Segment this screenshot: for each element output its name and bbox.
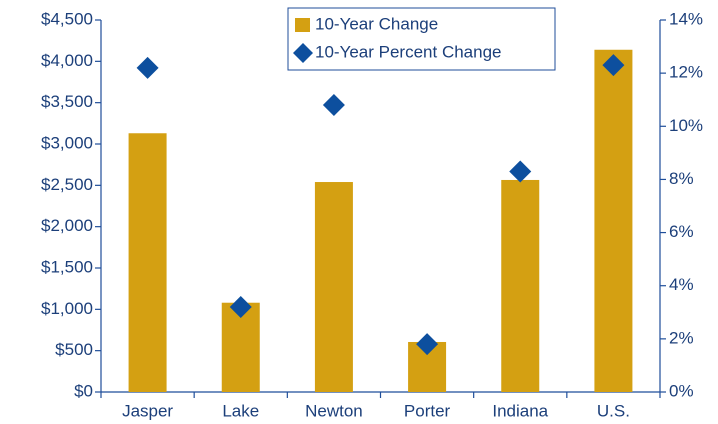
legend-label: 10-Year Change bbox=[315, 14, 438, 33]
y2-tick-label: 6% bbox=[669, 222, 694, 241]
x-tick-label: U.S. bbox=[597, 401, 630, 420]
y2-tick-label: 10% bbox=[669, 116, 703, 135]
y-tick-label: $2,000 bbox=[41, 216, 93, 235]
x-tick-label: Jasper bbox=[122, 401, 173, 420]
x-tick-label: Newton bbox=[305, 401, 363, 420]
y-tick-label: $2,500 bbox=[41, 175, 93, 194]
bar bbox=[594, 49, 633, 392]
y-tick-label: $1,000 bbox=[41, 299, 93, 318]
legend-symbol bbox=[295, 18, 310, 32]
y-tick-label: $1,500 bbox=[41, 257, 93, 276]
y-tick-label: $3,000 bbox=[41, 133, 93, 152]
y-tick-label: $3,500 bbox=[41, 92, 93, 111]
diamond-marker bbox=[509, 160, 532, 183]
y-tick-label: $4,500 bbox=[41, 9, 93, 28]
x-tick-label: Lake bbox=[222, 401, 259, 420]
bar bbox=[501, 179, 540, 392]
y-tick-label: $0 bbox=[74, 381, 93, 400]
x-tick-label: Indiana bbox=[492, 401, 548, 420]
diamond-marker bbox=[322, 94, 345, 117]
diamond-marker bbox=[602, 54, 625, 77]
y-tick-label: $4,000 bbox=[41, 51, 93, 70]
y2-tick-label: 4% bbox=[669, 275, 694, 294]
legend-label: 10-Year Percent Change bbox=[315, 42, 502, 61]
y2-tick-label: 0% bbox=[669, 381, 694, 400]
bar bbox=[128, 133, 167, 392]
y2-tick-label: 8% bbox=[669, 169, 694, 188]
x-tick-label: Porter bbox=[404, 401, 451, 420]
y2-tick-label: 14% bbox=[669, 9, 703, 28]
diamond-marker bbox=[229, 295, 252, 318]
diamond-marker bbox=[416, 333, 439, 356]
y-tick-label: $500 bbox=[55, 340, 93, 359]
y2-tick-label: 2% bbox=[669, 328, 694, 347]
legend-symbol bbox=[293, 43, 313, 63]
y2-tick-label: 12% bbox=[669, 63, 703, 82]
bar bbox=[314, 182, 353, 392]
legend-box bbox=[287, 7, 556, 71]
diamond-marker bbox=[136, 56, 159, 79]
